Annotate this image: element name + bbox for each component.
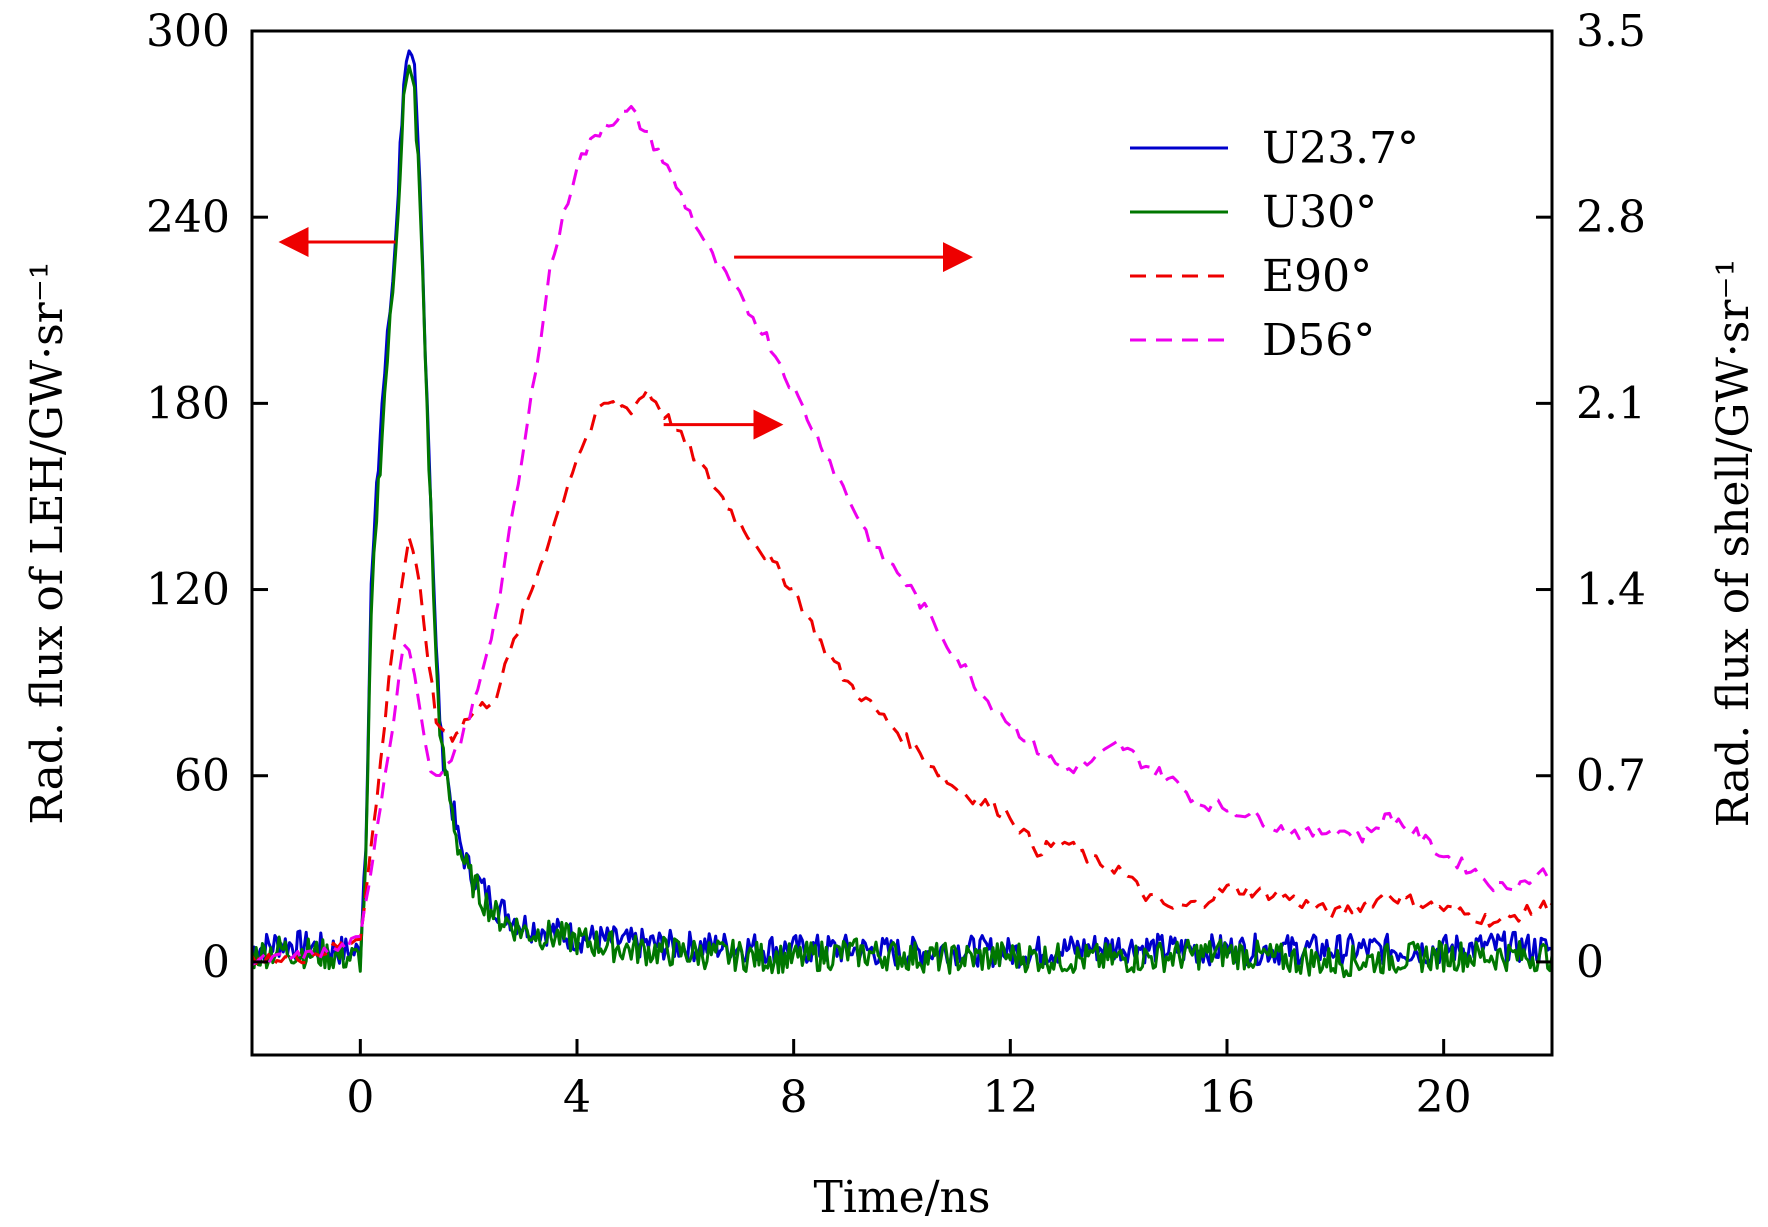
y-axis-left-title: Rad. flux of LEH/GW·sr⁻¹	[22, 261, 73, 824]
x-tick-label: 4	[563, 1072, 591, 1123]
y-left-tick-label: 180	[146, 378, 230, 429]
plot-frame	[250, 29, 1554, 1057]
series-line-1	[252, 64, 1552, 979]
y-right-tick-label: 1.4	[1576, 565, 1646, 616]
x-tick-label: 12	[982, 1072, 1038, 1123]
y-right-tick-label: 0	[1576, 937, 1604, 988]
x-tick-label: 16	[1199, 1072, 1255, 1123]
y-right-tick-label: 0.7	[1576, 751, 1646, 802]
y-right-tick-label: 3.5	[1576, 6, 1646, 57]
legend-label-3: D56°	[1262, 315, 1375, 366]
y-left-tick-label: 120	[146, 565, 230, 616]
legend-label-0: U23.7°	[1262, 123, 1419, 174]
y-left-tick-label: 240	[146, 192, 230, 243]
legend: U23.7° U30° E90° D56°	[1130, 123, 1419, 366]
x-tick-label: 20	[1416, 1072, 1472, 1123]
series-line-3	[252, 105, 1552, 967]
y-left-tick-label: 60	[174, 751, 230, 802]
legend-label-2: E90°	[1262, 251, 1372, 302]
series-layer	[252, 49, 1552, 979]
x-axis-title: Time/ns	[814, 1172, 991, 1223]
series-line-2	[252, 388, 1552, 968]
x-tick-label: 0	[346, 1072, 374, 1123]
annotation-layer	[278, 227, 973, 440]
y-axis-right-title: Rad. flux of shell/GW·sr⁻¹	[1708, 259, 1759, 828]
y-left-tick-label: 0	[202, 937, 230, 988]
tick-layer: 0 4 8 12 16 20 0 60 120 180 240 300 0 0.7 1.4 2.1 2.8 3.5	[146, 6, 1646, 1123]
y-right-tick-label: 2.8	[1576, 192, 1646, 243]
y-right-tick-label: 2.1	[1576, 378, 1646, 429]
legend-label-1: U30°	[1262, 187, 1377, 238]
x-tick-label: 8	[780, 1072, 808, 1123]
y-left-tick-label: 300	[146, 6, 230, 57]
